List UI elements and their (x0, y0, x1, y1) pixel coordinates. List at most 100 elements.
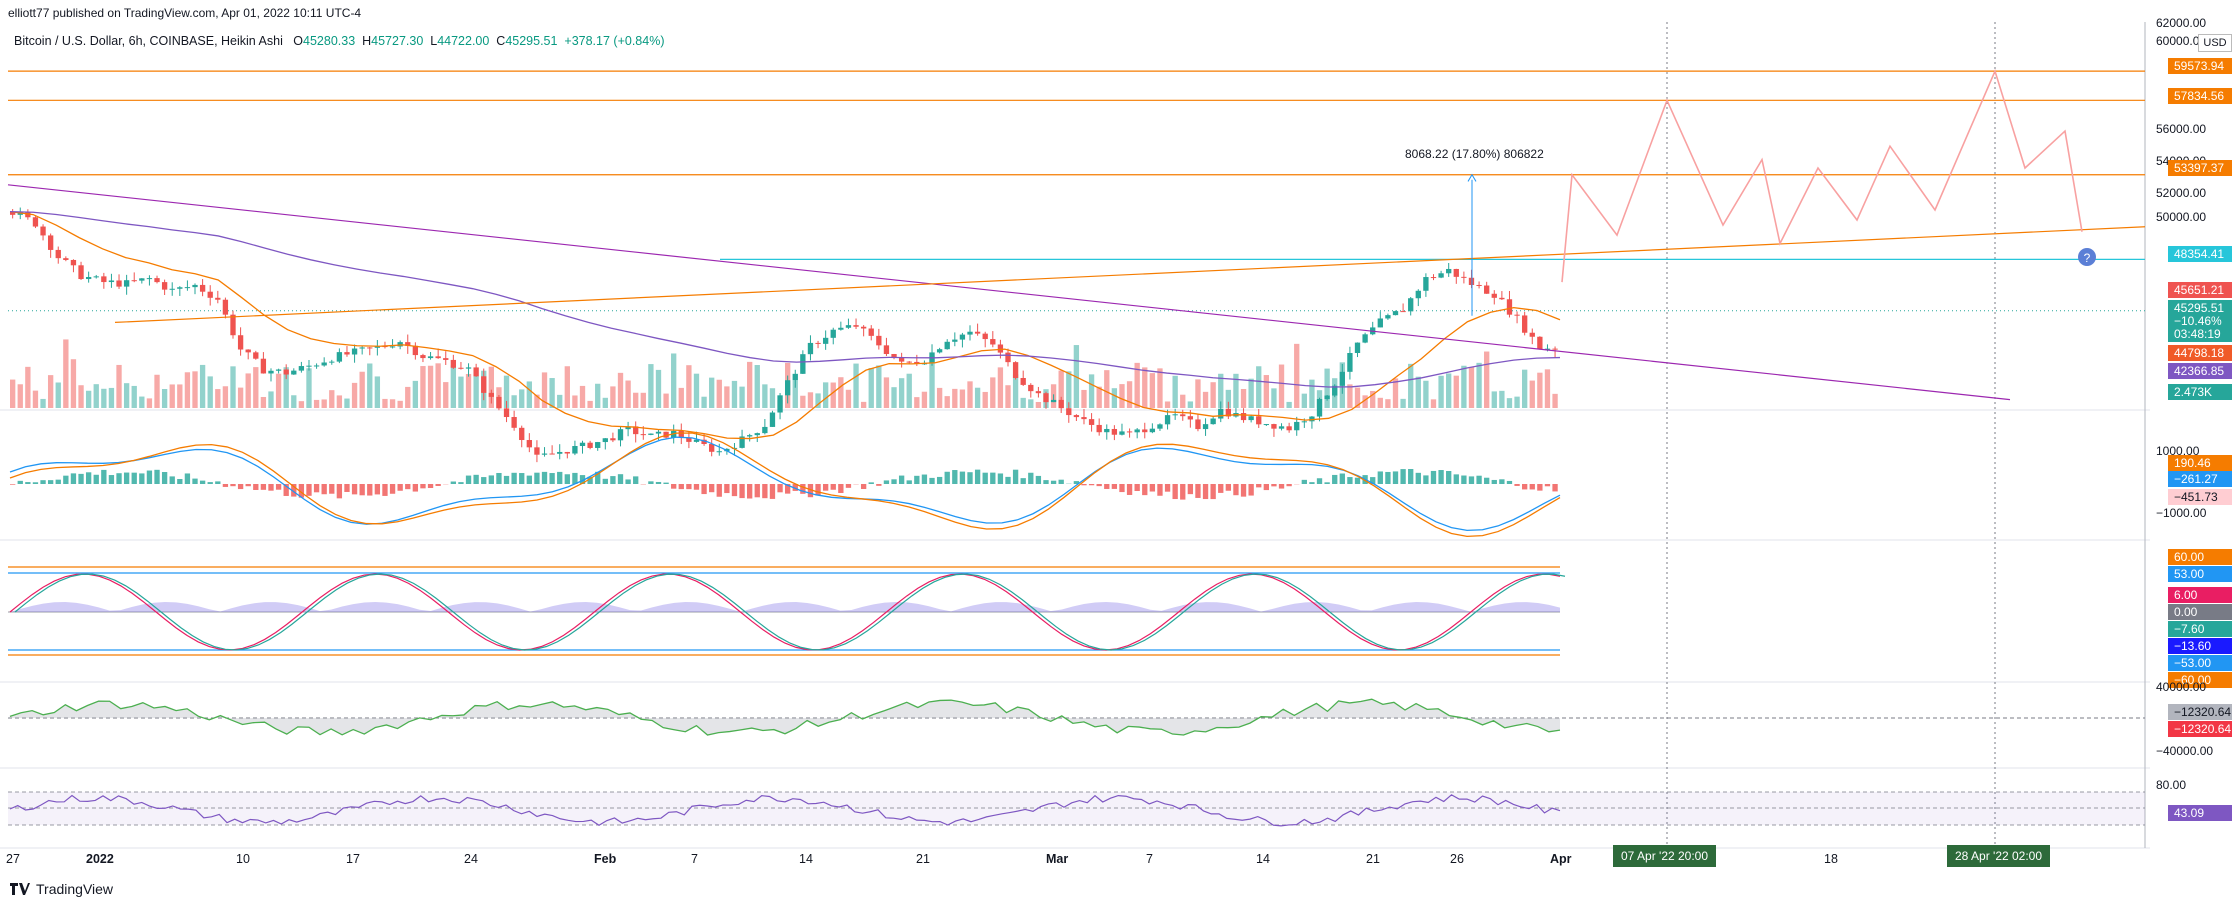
candle (93, 276, 99, 278)
candle (579, 442, 586, 447)
osc-tag: −60.00 (2168, 672, 2232, 688)
macd-histogram-bar (215, 481, 221, 484)
volume-bar (207, 376, 213, 408)
currency-label[interactable]: USD (2198, 34, 2232, 52)
macd-histogram-bar (1020, 478, 1026, 484)
macd-histogram-bar (1081, 484, 1087, 486)
candle (329, 361, 335, 363)
macd-histogram-bar (671, 484, 677, 489)
macd-tag: 190.46 (2168, 455, 2232, 471)
volume-bar (693, 373, 700, 408)
volume-bar (1149, 373, 1156, 408)
symbol-name[interactable]: Bitcoin / U.S. Dollar, 6h, COINBASE, Hei… (14, 34, 283, 48)
macd-histogram-bar (777, 484, 783, 493)
candle (397, 342, 403, 347)
candle (997, 344, 1004, 353)
brand-name: TradingView (36, 881, 114, 897)
candle (1164, 415, 1171, 425)
time-tick: 24 (464, 852, 478, 866)
volume-bar (1164, 401, 1171, 408)
macd-histogram-bar (541, 471, 548, 484)
candle (1506, 299, 1513, 315)
macd-histogram-bar (1453, 474, 1459, 484)
high-label: H (362, 34, 372, 48)
volume-bar (215, 389, 221, 408)
macd-histogram-bar (815, 484, 821, 496)
macd-histogram-bar (1537, 484, 1543, 491)
macd-histogram-bar (929, 477, 935, 484)
volume-bar (914, 397, 920, 408)
macd-histogram-bar (709, 484, 715, 493)
volume-bar (245, 373, 251, 408)
candle (1210, 418, 1216, 425)
candle (701, 439, 707, 445)
candle (860, 326, 867, 329)
candle (207, 291, 213, 298)
volume-bar (1005, 385, 1011, 408)
candle (1088, 419, 1095, 425)
candle (1522, 315, 1528, 333)
macd-histogram-bar (1529, 484, 1535, 490)
candle (716, 451, 722, 453)
chart-canvas[interactable]: 8068.22 (17.80%) 806822 ? (0, 0, 2150, 850)
candle (519, 427, 525, 441)
price-axis-label: 62000.00 (2156, 16, 2207, 30)
candle (55, 249, 61, 259)
volume-bar (678, 387, 684, 408)
candle (1240, 413, 1247, 421)
open-label: O (293, 34, 304, 48)
volume-bar (883, 377, 890, 408)
macd-histogram-bar (496, 472, 502, 484)
volume-bar (146, 398, 153, 408)
candle (503, 408, 510, 418)
time-tick: Mar (1046, 852, 1069, 866)
macd-histogram-bar (139, 473, 145, 484)
macd-histogram-bar (724, 484, 730, 494)
macd-histogram-bar (1370, 477, 1376, 484)
candle (640, 434, 646, 436)
macd-histogram-bar (860, 484, 867, 490)
help-icon[interactable]: ? (2078, 248, 2096, 266)
volume-bar (1081, 389, 1087, 408)
macd-histogram-bar (1552, 484, 1558, 492)
candle (1126, 431, 1133, 433)
macd-histogram-bar (85, 472, 92, 484)
macd-histogram-bar (898, 475, 905, 484)
macd-histogram-bar (199, 480, 206, 484)
volume-bar (1514, 396, 1520, 408)
candle (131, 280, 137, 282)
volume-bar (1142, 367, 1148, 408)
candle (557, 451, 563, 454)
time-tick: 2022 (86, 852, 114, 866)
macd-histogram-bar (1484, 477, 1490, 484)
candle (47, 235, 54, 250)
macd-histogram-bar (93, 474, 99, 484)
candle (1142, 429, 1148, 433)
volume-bar (139, 396, 145, 408)
volume-bar (1324, 368, 1330, 408)
volume-bar (838, 377, 844, 408)
macd-histogram-bar (1119, 484, 1125, 493)
low-label: L (430, 34, 438, 48)
macd-histogram-bar (1354, 477, 1361, 484)
volume-bar (921, 391, 928, 408)
candle (595, 442, 601, 448)
volume-bar (40, 398, 46, 408)
volume-bar (967, 381, 973, 408)
candle (351, 348, 358, 355)
candle (1423, 277, 1429, 291)
candle (1248, 416, 1254, 421)
candle (709, 444, 715, 452)
time-tick: 21 (916, 852, 930, 866)
price-axis-label: 50000.00 (2156, 210, 2207, 224)
candle (192, 284, 198, 288)
vol-axis-label: −40000.00 (2156, 744, 2214, 758)
volume-bar (1385, 399, 1391, 408)
macd-histogram-bar (1408, 469, 1414, 484)
price-axis[interactable]: 62000.0060000.0056000.0054000.0052000.00… (2150, 16, 2232, 850)
candle (1347, 353, 1353, 372)
macd-histogram-bar (1043, 480, 1049, 484)
change-value: +378.17 (+0.84%) (564, 34, 665, 48)
volume-bar (1400, 398, 1406, 408)
volume-bar (1309, 379, 1315, 408)
